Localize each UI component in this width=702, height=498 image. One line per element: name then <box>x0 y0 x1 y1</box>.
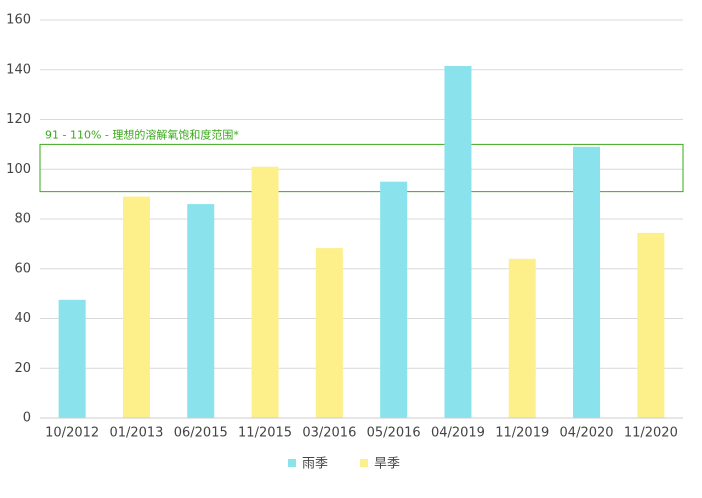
y-tick-label: 160 <box>6 13 31 28</box>
y-tick-label: 100 <box>6 162 31 177</box>
bar <box>637 232 665 418</box>
target-band <box>39 143 684 193</box>
x-tick-label: 04/2020 <box>560 426 614 441</box>
bar <box>251 166 279 418</box>
legend-swatch <box>360 459 368 467</box>
bar <box>380 181 408 418</box>
bar <box>122 196 150 418</box>
legend-label: 雨季 <box>302 457 328 472</box>
x-tick-label: 11/2020 <box>624 426 678 441</box>
x-tick-label: 11/2019 <box>495 426 549 441</box>
y-tick-label: 80 <box>14 212 31 227</box>
y-tick-label: 20 <box>14 361 31 376</box>
legend-swatch <box>288 459 296 467</box>
y-tick-label: 40 <box>14 311 31 326</box>
y-tick-label: 60 <box>14 261 31 276</box>
band-label: 91 - 110% - 理想的溶解氧饱和度范围* <box>45 127 239 141</box>
bar <box>187 204 215 418</box>
y-tick-label: 120 <box>6 112 31 127</box>
x-tick-label: 10/2012 <box>45 426 99 441</box>
x-tick-label: 05/2016 <box>367 426 421 441</box>
bar <box>58 299 86 418</box>
bar <box>573 146 601 419</box>
y-tick-label: 0 <box>23 411 31 426</box>
bar <box>315 248 343 418</box>
x-tick-label: 06/2015 <box>174 426 228 441</box>
legend-label: 旱季 <box>374 457 400 472</box>
y-tick-label: 140 <box>6 62 31 77</box>
x-tick-label: 04/2019 <box>431 426 485 441</box>
x-tick-label: 03/2016 <box>302 426 356 441</box>
bar <box>508 258 536 418</box>
bar <box>444 66 472 419</box>
x-tick-label: 11/2015 <box>238 426 292 441</box>
x-tick-label: 01/2013 <box>109 426 163 441</box>
